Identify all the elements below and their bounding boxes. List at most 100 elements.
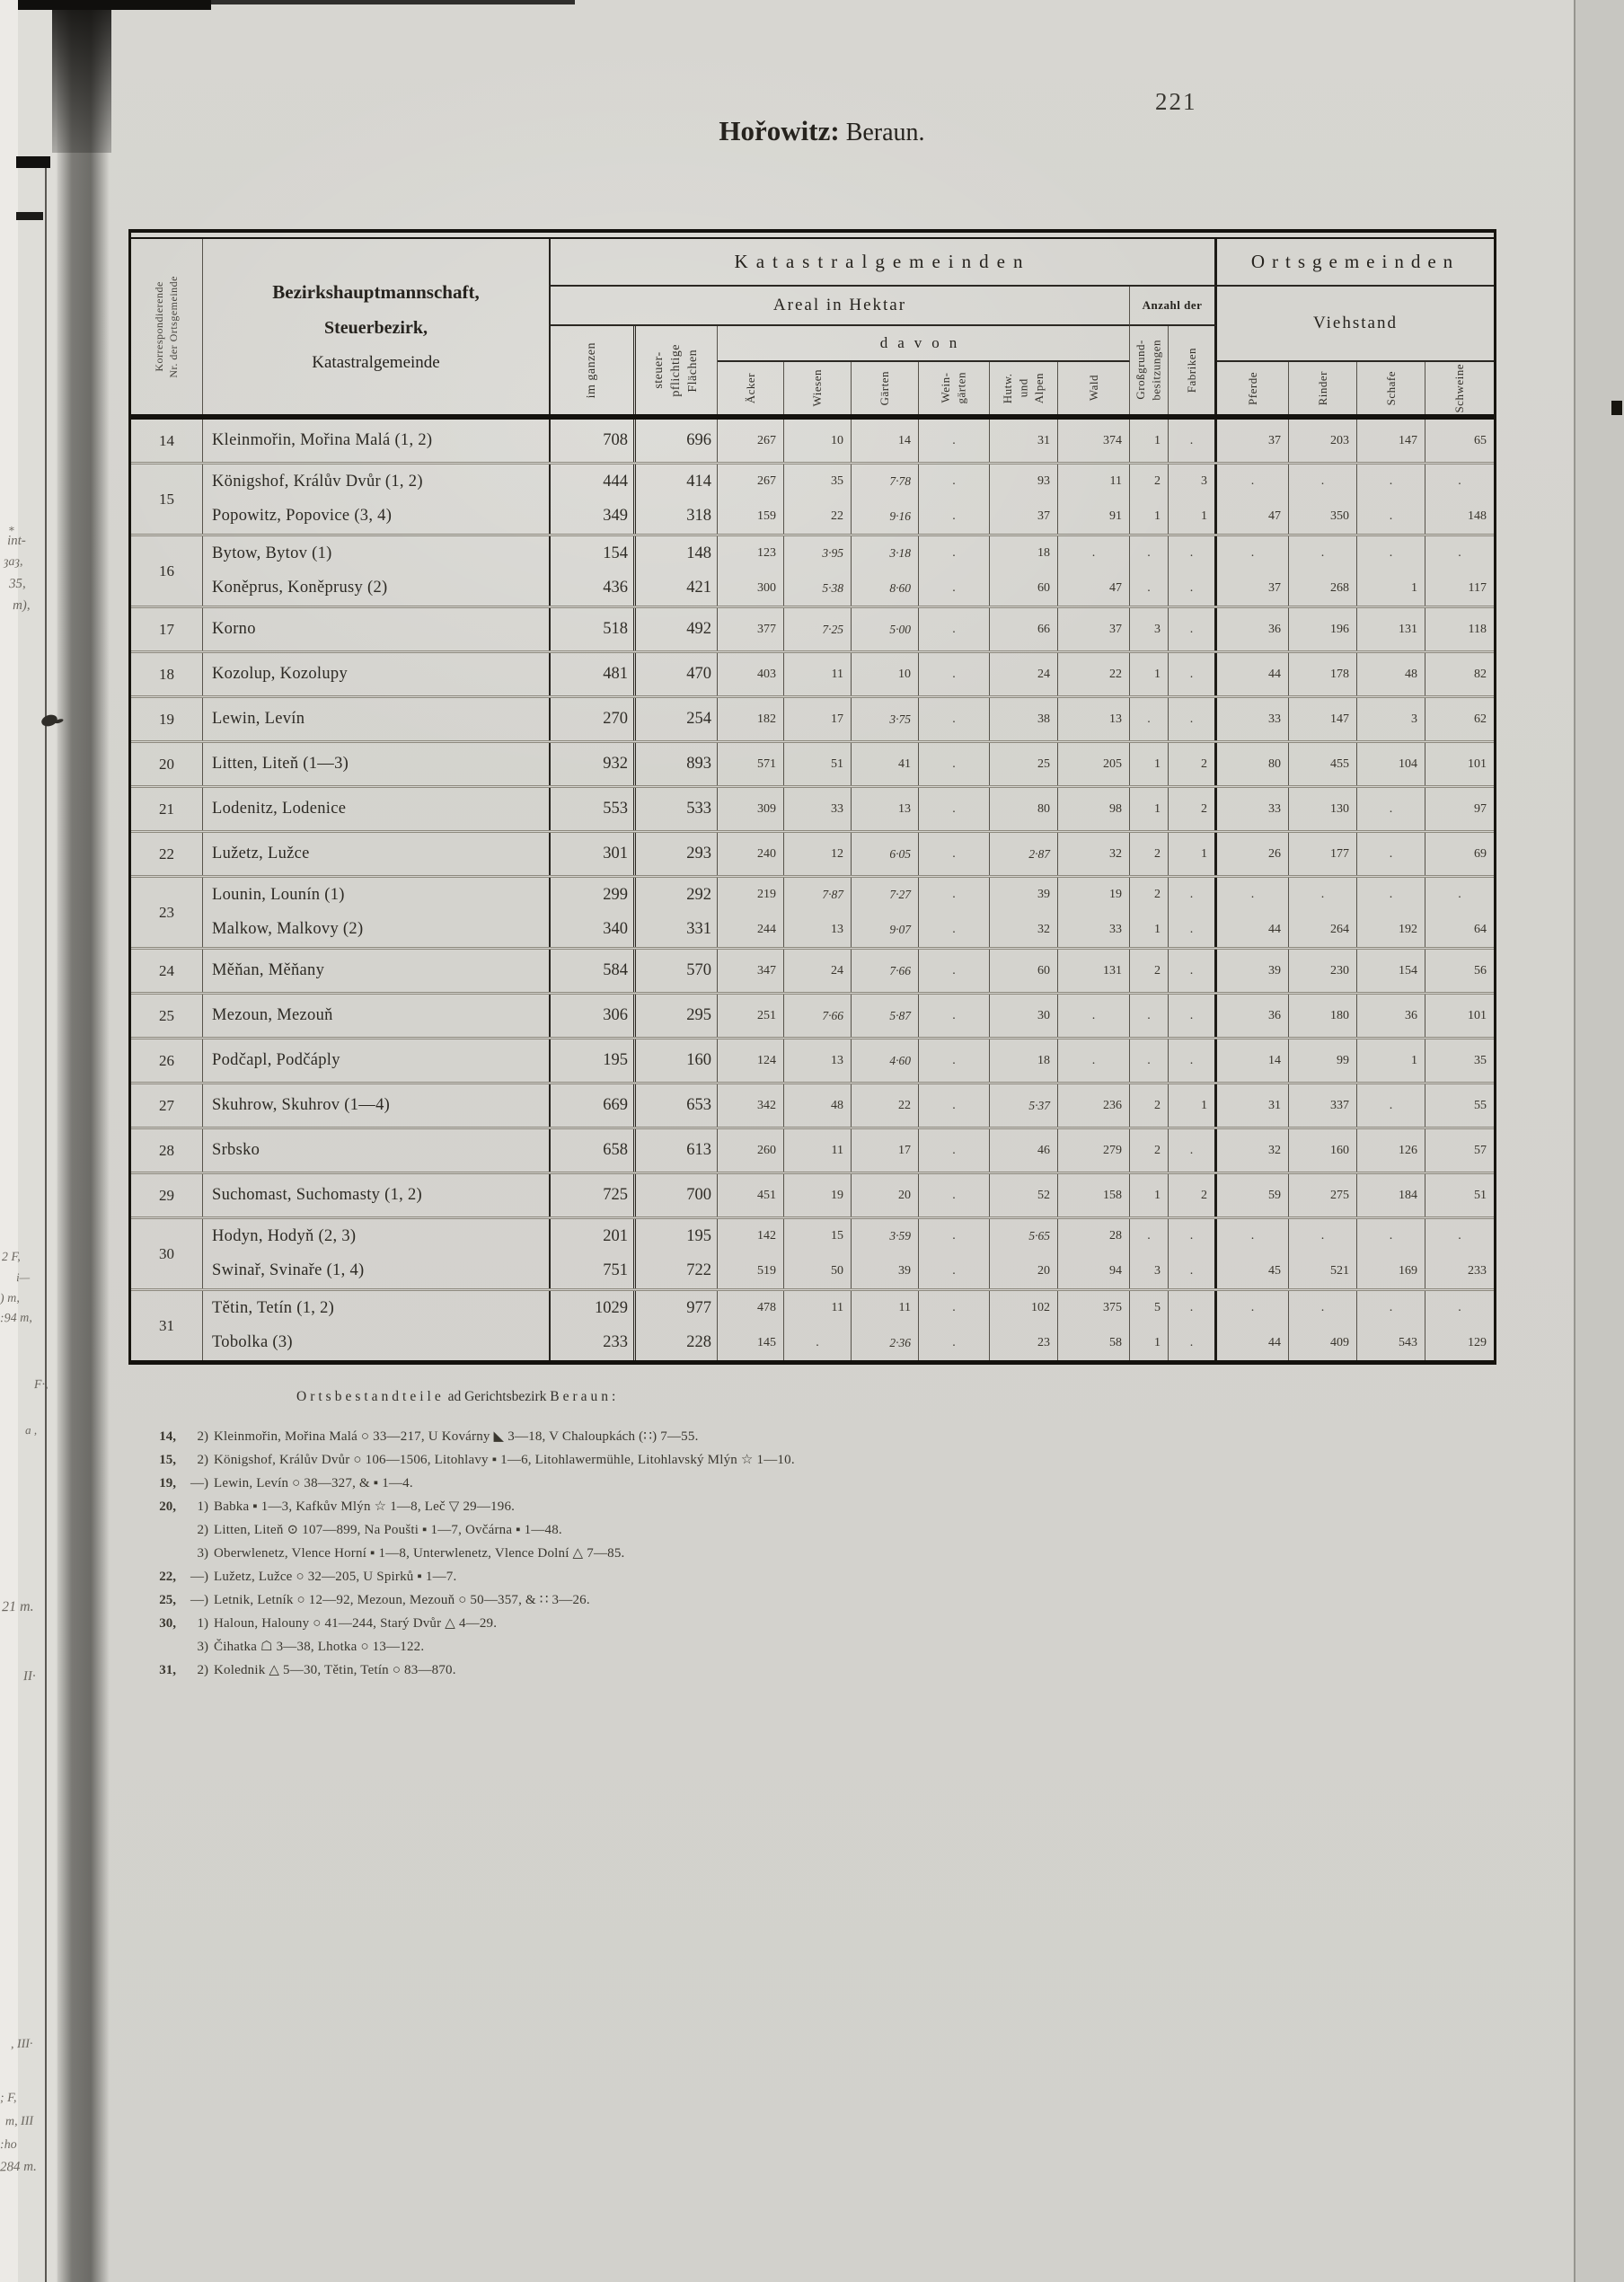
- footnote-sub-number: 2): [197, 1453, 209, 1467]
- hutweiden-alpen-cell: 30: [990, 995, 1058, 1037]
- hutweiden-alpen-cell: 18: [990, 1039, 1058, 1082]
- footnote-sub-number: 1): [197, 1616, 209, 1631]
- aecker-value: 342: [757, 1098, 776, 1112]
- grossgrundbesitzungen-value: .: [1147, 546, 1151, 561]
- footnote-row-number: [135, 1635, 181, 1658]
- grossgrundbesitzungen-value: 2: [1154, 963, 1161, 977]
- fabriken-cell: .: [1169, 1129, 1217, 1172]
- pferde-cell: 33: [1217, 698, 1289, 740]
- marginalia-fragment: 35,: [8, 576, 26, 592]
- gaerten-cell: 7·78 9·16: [852, 464, 919, 534]
- gaerten-value: 3·18: [889, 546, 911, 561]
- hutweiden-alpen-value: 24: [1037, 667, 1050, 681]
- wald-cell: 236: [1058, 1084, 1130, 1127]
- aecker-cell: 309: [718, 788, 784, 830]
- schweine-cell: 97: [1425, 788, 1494, 830]
- aecker-value: 478: [757, 1301, 776, 1315]
- wald-cell: .: [1058, 995, 1130, 1037]
- schweine-value: 101: [1468, 756, 1487, 771]
- group-header-anzahl-der: Anzahl der: [1130, 287, 1217, 326]
- marginalia-fragment: ; F,: [0, 2091, 17, 2106]
- im-ganzen-value: 658: [603, 1141, 628, 1159]
- gaerten-cell: 6·05: [852, 833, 919, 875]
- aecker-cell: 123 300: [718, 536, 784, 606]
- im-ganzen-cell: 306: [551, 995, 636, 1037]
- wiesen-cell: 11.: [784, 1291, 852, 1360]
- fabriken-cell: 2: [1169, 1174, 1217, 1216]
- page-number: 221: [1155, 88, 1197, 115]
- grossgrundbesitzungen-cell: 2: [1130, 833, 1169, 875]
- footnote-text: Oberwlenetz, Vlence Horní ▪ 1—8, Unterwl…: [214, 1546, 625, 1561]
- grossgrundbesitzungen-value: 5: [1154, 1301, 1161, 1315]
- name-line: Suchomast, Suchomasty (1, 2): [212, 1186, 422, 1204]
- hutweiden-alpen-value: 23: [1037, 1335, 1050, 1349]
- hutweiden-alpen-cell: 5·37: [990, 1084, 1058, 1127]
- im-ganzen-value: 154: [603, 544, 628, 562]
- wald-value: .: [1091, 546, 1096, 561]
- pferde-cell: 31: [1217, 1084, 1289, 1127]
- rinder-value: 275: [1330, 1188, 1349, 1202]
- katastralgemeinde-name: Hodyn, Hodyň (2, 3) Swinař, Svinaře (1, 4…: [203, 1219, 551, 1288]
- name-line: Hodyn, Hodyň (2, 3): [212, 1226, 357, 1245]
- im-ganzen-cell: 481: [551, 653, 636, 695]
- footnote-sub-number: 2): [197, 1663, 209, 1677]
- grossgrundbesitzungen-value: .: [1147, 712, 1151, 726]
- steuerpflichtige-flaechen-cell: 293: [636, 833, 718, 875]
- wald-cell: 11 91: [1058, 464, 1130, 534]
- wiesen-value: 33: [831, 801, 843, 816]
- fabriken-cell: 1: [1169, 833, 1217, 875]
- aecker-cell: 342: [718, 1084, 784, 1127]
- schweine-cell: . 148: [1425, 464, 1494, 534]
- weingaerten-cell: .: [919, 420, 990, 462]
- name-line: Skuhrow, Skuhrov (1—4): [212, 1096, 391, 1114]
- steuerpflichtige-flaechen-value: 977: [686, 1298, 711, 1317]
- wiesen-value: 50: [831, 1263, 843, 1278]
- im-ganzen-value: 518: [603, 620, 628, 638]
- table-row: 22 Lužetz, Lužce 301 293 240 12 6·05. 2·87 32 2 1 2…: [131, 833, 1494, 878]
- wiesen-cell: 24: [784, 950, 852, 992]
- rinder-value: 521: [1330, 1263, 1349, 1278]
- margin-ink-bar: [16, 156, 50, 168]
- pferde-value: 36: [1268, 622, 1281, 636]
- name-line: Bytow, Bytov (1): [212, 544, 332, 562]
- wiesen-cell: 15 50: [784, 1219, 852, 1288]
- pferde-value: .: [1250, 888, 1255, 902]
- aecker-value: 240: [757, 846, 776, 861]
- pferde-value: 37: [1268, 433, 1281, 447]
- page-title-court-district: Beraun.: [839, 119, 925, 146]
- pferde-cell: 37: [1217, 420, 1289, 462]
- rinder-cell: 275: [1289, 1174, 1357, 1216]
- steuerpflichtige-flaechen-value: 292: [686, 885, 711, 904]
- pferde-cell: 44: [1217, 653, 1289, 695]
- wiesen-cell: 51: [784, 743, 852, 785]
- fabriken-cell: .: [1169, 698, 1217, 740]
- wiesen-cell: 7·25: [784, 608, 852, 650]
- wald-value: 205: [1103, 756, 1122, 771]
- footnote-text: Litten, Liteň ⊙ 107—899, Na Poušti ▪ 1—7…: [214, 1523, 562, 1537]
- weingaerten-cell: .: [919, 1174, 990, 1216]
- footnote-row-number: 31,: [159, 1663, 176, 1677]
- aecker-cell: 251: [718, 995, 784, 1037]
- wald-cell: 22: [1058, 653, 1130, 695]
- rinder-cell: . 264: [1289, 878, 1357, 947]
- wald-cell: 28 94: [1058, 1219, 1130, 1288]
- fabriken-value: .: [1189, 667, 1194, 681]
- fabriken-value: 1: [1201, 1098, 1207, 1112]
- name-line: Lounin, Lounín (1): [212, 885, 345, 904]
- pferde-value: 44: [1268, 667, 1281, 681]
- pferde-value: 47: [1268, 509, 1281, 523]
- rinder-value: .: [1320, 1301, 1325, 1315]
- weingaerten-value: .: [952, 1263, 956, 1278]
- katastralgemeinde-name: Lewin, Levín: [203, 698, 551, 740]
- row-number: 25: [131, 995, 203, 1037]
- rinder-value: 337: [1330, 1098, 1349, 1112]
- schafe-value: .: [1389, 1098, 1393, 1112]
- schweine-value: 129: [1468, 1335, 1487, 1349]
- schweine-value: 101: [1468, 1008, 1487, 1022]
- table-row: 29 Suchomast, Suchomasty (1, 2) 725 700 451 1…: [131, 1174, 1494, 1219]
- schafe-cell: 131: [1357, 608, 1425, 650]
- grossgrundbesitzungen-value: 2: [1154, 1098, 1161, 1112]
- fabriken-value: .: [1189, 712, 1194, 726]
- grossgrundbesitzungen-value: 1: [1154, 1188, 1161, 1202]
- grossgrundbesitzungen-value: .: [1147, 1229, 1151, 1243]
